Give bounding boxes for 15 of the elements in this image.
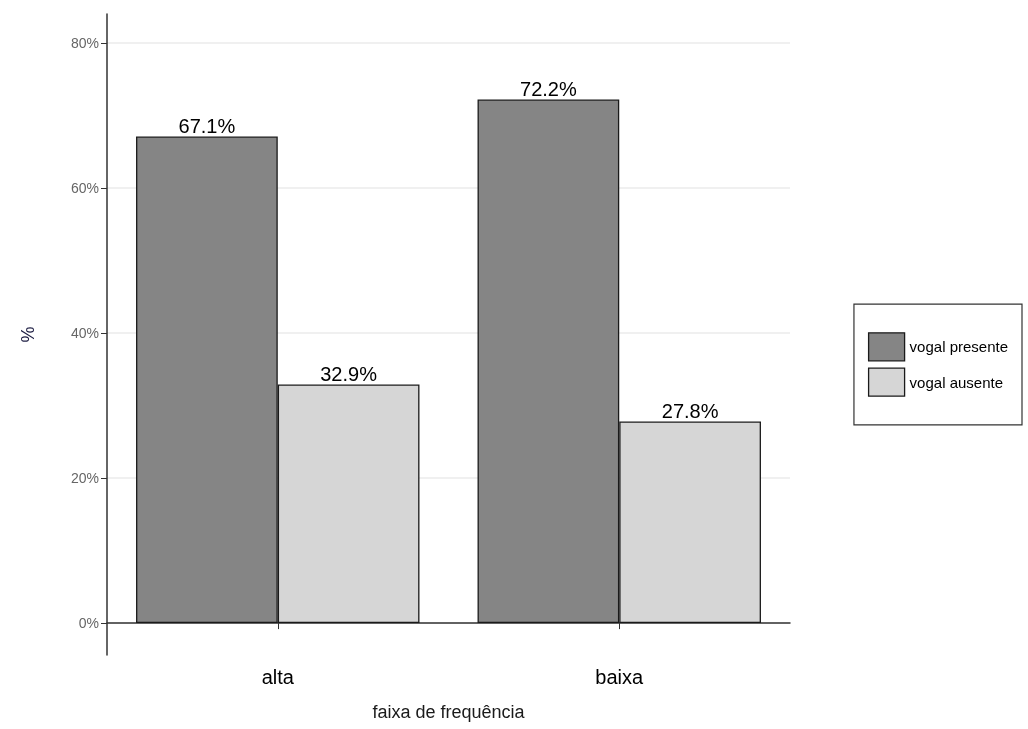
data-label: 32.9% bbox=[320, 362, 378, 385]
data-label: 72.2% bbox=[520, 77, 577, 100]
y-tick-label: 40% bbox=[70, 325, 99, 342]
legend-label: vogal presente bbox=[909, 338, 1009, 356]
y-axis-title: % bbox=[18, 326, 38, 343]
y-tick-label: 20% bbox=[70, 470, 99, 487]
data-label: 67.1% bbox=[178, 114, 236, 137]
x-tick-label: baixa bbox=[595, 666, 645, 688]
y-tick-label: 80% bbox=[70, 35, 99, 51]
y-tick-label: 0% bbox=[78, 615, 99, 632]
y-tick-label: 60% bbox=[70, 180, 99, 197]
legend-label: vogal ausente bbox=[909, 373, 1004, 391]
data-label: 27.8% bbox=[661, 399, 719, 422]
x-axis-title: faixa de frequência bbox=[372, 702, 526, 722]
x-tick-label: alta bbox=[261, 666, 295, 688]
